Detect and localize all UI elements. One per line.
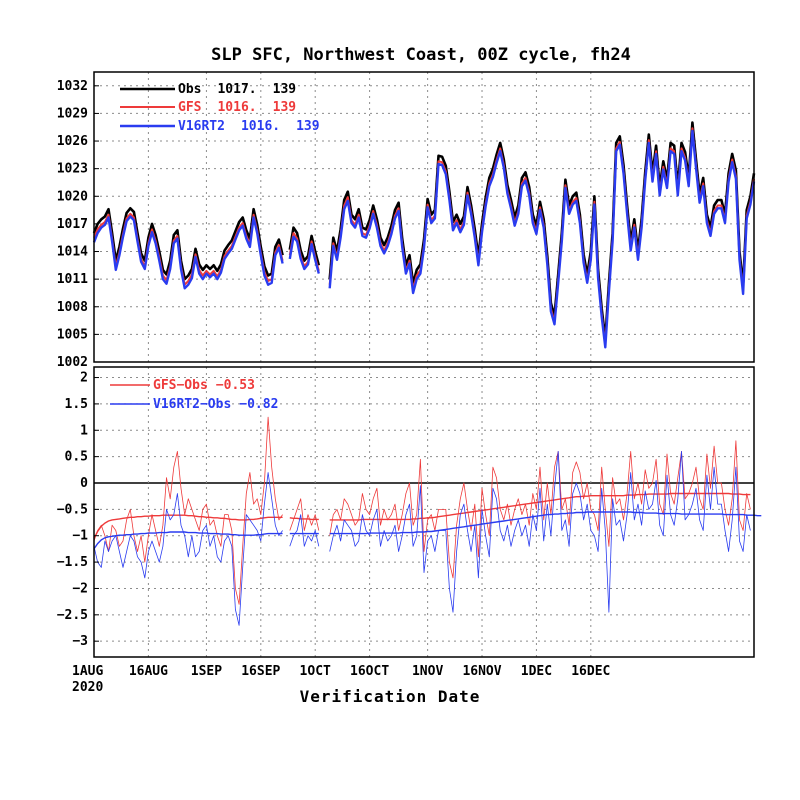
legend-label-gfs-obs: GFS−Obs −0.53 (153, 378, 255, 393)
bottom-y-tick-label: −1.5 (57, 555, 88, 570)
bottom-y-tick-label: −0.5 (57, 502, 88, 517)
series-line-v16rt2 (288, 235, 320, 274)
bottom-y-tick-label: −2.5 (57, 608, 88, 623)
x-tick-label: 1AUG (72, 664, 103, 679)
bottom-y-tick-label: −2 (72, 581, 88, 596)
top-panel-frame (93, 71, 755, 363)
running-mean-line-v16rt2-obs (93, 531, 283, 550)
bottom-y-tick-label: 0 (80, 476, 88, 491)
bottom-y-tick-label: 1 (80, 423, 88, 438)
daily-diff-line-gfs-obs (93, 416, 283, 605)
bottom-panel-frame (93, 366, 755, 658)
top-legend: Obs 1017. 139 GFS 1016. 139 V16RT2 1016. 139 (120, 82, 320, 134)
x-tick-label: 1OCT (300, 664, 331, 679)
x-tick-label: 1DEC (521, 664, 552, 679)
series-line-v16rt2 (328, 129, 756, 349)
top-y-tick-label: 1020 (57, 189, 88, 204)
x-tick-label: 16NOV (462, 664, 501, 679)
legend-label-v16rt2: V16RT2 1016. 139 (178, 119, 320, 134)
daily-diff-line-gfs-obs (329, 440, 751, 579)
running-mean-line-gfs-obs (329, 492, 751, 521)
x-tick-label: 16OCT (350, 664, 389, 679)
running-mean-line-gfs-obs (93, 514, 283, 539)
bottom-panel-y-ticks: −3 −2.5 −2 −1.5 −1 −0.5 0 0.5 1 1.5 2 (57, 371, 99, 649)
bottom-y-tick-label: 2 (80, 371, 88, 386)
x-tick-label: 1NOV (412, 664, 443, 679)
running-mean-line-gfs-obs (289, 517, 319, 521)
x-tick-label: 16SEP (241, 664, 280, 679)
top-y-tick-label: 1014 (57, 245, 88, 260)
top-y-tick-label: 1029 (57, 106, 88, 121)
bottom-y-tick-label: −1 (72, 529, 88, 544)
legend-label-gfs: GFS 1016. 139 (178, 100, 296, 115)
chart-title: SLP SFC, Northwest Coast, 00Z cycle, fh2… (211, 45, 631, 65)
top-y-tick-label: 1023 (57, 162, 88, 177)
top-y-tick-label: 1032 (57, 79, 88, 94)
bottom-panel-series (93, 416, 762, 626)
daily-diff-line-v16rt2-obs (329, 450, 751, 613)
x-axis-title: Verification Date (300, 687, 481, 706)
bottom-legend: GFS−Obs −0.53 V16RT2−Obs −0.82 (110, 378, 278, 412)
x-year-label: 2020 (72, 680, 103, 695)
top-panel-y-ticks: 1002 1005 1008 1011 1014 1017 1020 1023 1026 1029… (57, 79, 99, 370)
x-tick-label: 16AUG (129, 664, 168, 679)
bottom-y-tick-label: −3 (72, 634, 88, 649)
series-line-obs (288, 226, 321, 266)
top-y-tick-label: 1005 (57, 327, 88, 342)
top-y-tick-label: 1017 (57, 217, 88, 232)
legend-label-obs: Obs 1017. 139 (178, 82, 296, 97)
daily-diff-line-v16rt2-obs (93, 472, 283, 626)
x-tick-label: 1SEP (191, 664, 222, 679)
bottom-y-tick-label: 0.5 (65, 450, 88, 465)
daily-diff-line-gfs-obs (289, 498, 320, 531)
top-y-tick-label: 1011 (57, 272, 88, 287)
legend-label-v16rt2-obs: V16RT2−Obs −0.82 (153, 397, 278, 412)
top-y-tick-label: 1002 (57, 355, 88, 370)
bottom-panel-grid (93, 367, 754, 657)
top-y-tick-label: 1026 (57, 134, 88, 149)
x-axis-ticks: 1AUG 16AUG 1SEP 16SEP 1OCT 16OCT 1NOV 16NOV 1DEC… (72, 664, 610, 679)
series-line-v16rt2 (92, 215, 284, 290)
bottom-y-tick-label: 1.5 (65, 397, 88, 412)
running-mean-line-v16rt2-obs (329, 511, 762, 535)
x-tick-label: 16DEC (571, 664, 610, 679)
top-panel-series (92, 121, 756, 349)
top-y-tick-label: 1008 (57, 300, 88, 315)
